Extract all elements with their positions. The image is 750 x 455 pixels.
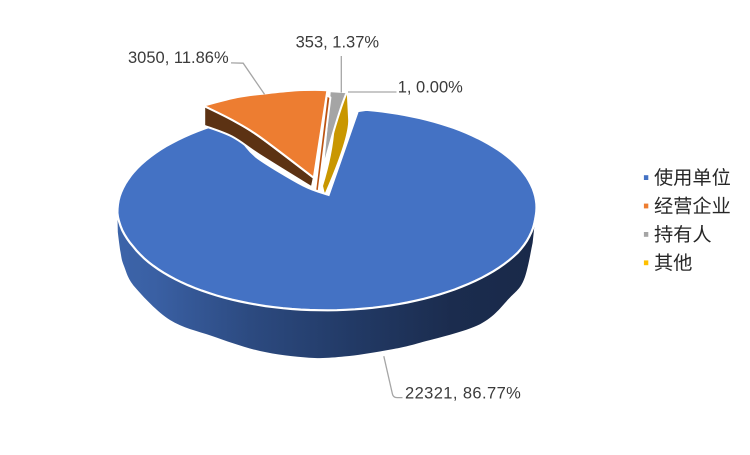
svg-text:22321, 86.77%: 22321, 86.77% bbox=[405, 385, 521, 403]
svg-text:3050, 11.86%: 3050, 11.86% bbox=[128, 49, 229, 67]
svg-text:353, 1.37%: 353, 1.37% bbox=[296, 33, 380, 51]
svg-text:1, 0.00%: 1, 0.00% bbox=[398, 78, 463, 96]
